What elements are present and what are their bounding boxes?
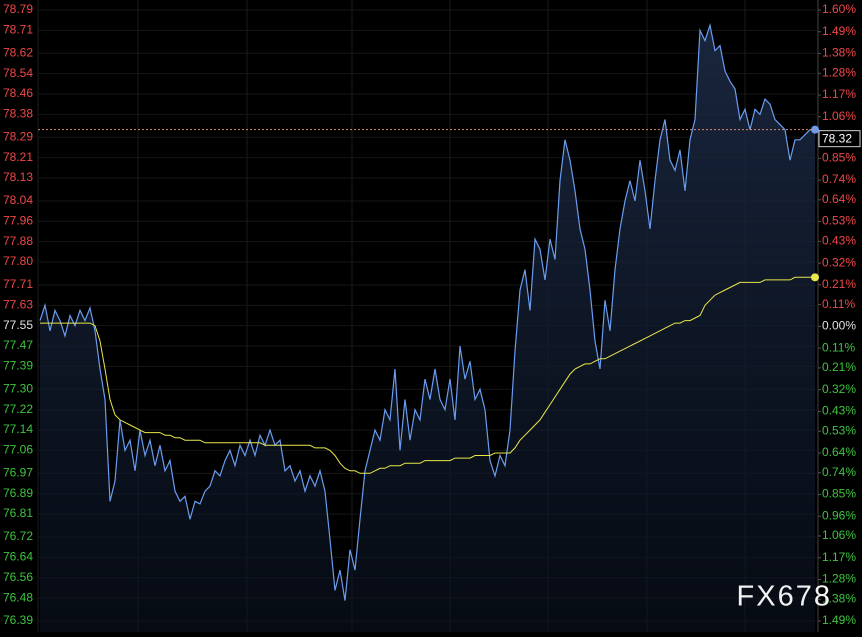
y2-tick-label: 0.85% xyxy=(822,150,856,164)
y2-tick-label: 1.28% xyxy=(822,65,856,79)
y-tick-label: 77.22 xyxy=(3,402,33,416)
y2-tick-label: 0.53% xyxy=(822,423,856,437)
y-tick-label: 78.46 xyxy=(3,86,33,100)
y-tick-label: 77.96 xyxy=(3,213,33,227)
y2-tick-label: 1.17% xyxy=(822,550,856,564)
y2-tick-label: 0.96% xyxy=(822,508,856,522)
y-tick-label: 78.04 xyxy=(3,193,33,207)
y2-tick-label: 0.11% xyxy=(822,297,855,311)
y-tick-label: 76.97 xyxy=(3,466,33,480)
y-tick-label: 76.39 xyxy=(3,613,33,627)
y2-tick-label: 0.64% xyxy=(822,445,856,459)
y2-tick-label: 0.32% xyxy=(822,382,856,396)
y-tick-label: 76.64 xyxy=(3,550,33,564)
y-tick-label: 78.29 xyxy=(3,129,33,143)
last-price-box xyxy=(818,130,861,148)
y-tick-label: 76.89 xyxy=(3,486,33,500)
price-area xyxy=(40,25,815,633)
y-tick-label: 78.13 xyxy=(3,170,33,184)
y-tick-label: 78.21 xyxy=(3,150,33,164)
y2-tick-label: 1.49% xyxy=(822,613,856,627)
y2-tick-label: 0.43% xyxy=(822,234,856,248)
y-tick-label: 78.38 xyxy=(3,107,33,121)
y2-tick-label: 1.06% xyxy=(822,528,856,542)
y-tick-label: 78.79 xyxy=(3,2,33,16)
y2-tick-label: 0.32% xyxy=(822,255,856,269)
y-tick-label: 76.48 xyxy=(3,590,33,604)
y-tick-label: 78.54 xyxy=(3,66,33,80)
y2-tick-label: 0.11% xyxy=(822,340,855,354)
y-tick-label: 78.62 xyxy=(3,45,33,59)
y2-tick-label: 0.53% xyxy=(822,214,856,228)
y2-tick-label: 0.74% xyxy=(822,465,856,479)
y2-tick-label: 1.38% xyxy=(822,46,856,60)
y2-tick-label: 0.21% xyxy=(822,360,856,374)
last-point-dot xyxy=(811,273,819,282)
y-tick-label: 77.47 xyxy=(3,338,33,352)
y2-tick-label: 1.17% xyxy=(822,87,856,101)
y-tick-label: 77.88 xyxy=(3,234,33,248)
y2-tick-label: 1.06% xyxy=(822,109,856,123)
y-tick-label: 77.30 xyxy=(3,382,33,396)
y-tick-label: 77.06 xyxy=(3,443,33,457)
watermark: FX678 xyxy=(737,581,832,613)
y2-tick-label: 1.28% xyxy=(822,572,856,586)
y2-tick-label: 0.00% xyxy=(822,319,856,333)
y2-tick-label: 1.49% xyxy=(822,24,856,38)
y-tick-label: 77.63 xyxy=(3,297,33,311)
y-tick-label: 76.72 xyxy=(3,529,33,543)
y-tick-label: 77.71 xyxy=(3,277,33,291)
y2-tick-label: 1.38% xyxy=(822,591,856,605)
y-tick-label: 77.39 xyxy=(3,359,33,373)
y-tick-label: 76.81 xyxy=(3,506,33,520)
last-price-label: 78.32 xyxy=(822,131,852,145)
y2-tick-label: 0.64% xyxy=(822,192,856,206)
y-tick-label: 76.56 xyxy=(3,570,33,584)
average-line xyxy=(40,276,815,474)
y2-tick-label: 0.74% xyxy=(822,172,856,186)
y2-tick-label: 0.85% xyxy=(822,487,856,501)
y-tick-label: 77.80 xyxy=(3,254,33,268)
y2-tick-label: 0.21% xyxy=(822,277,856,291)
y-tick-label: 77.55 xyxy=(3,318,33,332)
y-tick-label: 77.14 xyxy=(3,422,33,436)
y-tick-label: 78.71 xyxy=(3,23,33,37)
y2-tick-label: 1.60% xyxy=(822,2,856,16)
price-line xyxy=(39,22,815,601)
y2-tick-label: 0.43% xyxy=(822,404,856,418)
